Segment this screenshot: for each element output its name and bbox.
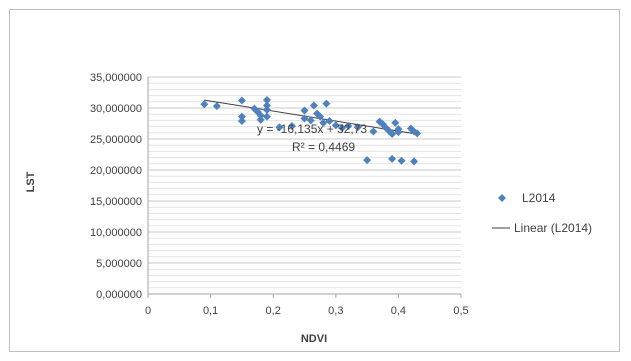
y-tick-label: 15,000000 <box>90 196 142 208</box>
data-point <box>353 123 362 132</box>
scatter-chart: 0,000000 5,000000 10,000000 15,000000 20,000… <box>25 72 592 345</box>
data-point <box>256 111 265 120</box>
legend-label-series: L2014 <box>522 191 556 205</box>
legend: L2014 Linear (L2014) <box>492 191 592 235</box>
x-tick-label: 0,2 <box>266 305 281 317</box>
y-tick-label: 10,000000 <box>90 227 142 239</box>
y-tick-label: 35,000000 <box>90 72 142 84</box>
data-point <box>397 156 406 165</box>
y-tick-label: 20,000000 <box>90 165 142 177</box>
data-point <box>237 117 246 126</box>
x-tick-label: 0,3 <box>328 305 343 317</box>
data-point <box>262 101 271 110</box>
data-point <box>410 157 419 166</box>
y-tick-label: 30,000000 <box>90 103 142 115</box>
x-tick-label: 0,1 <box>203 305 218 317</box>
chart-area: 0,000000 5,000000 10,000000 15,000000 20,000… <box>9 9 620 352</box>
data-point <box>363 156 372 165</box>
data-point <box>388 130 397 139</box>
data-point <box>331 121 340 130</box>
trendline-equation: y = -16,135x + 32,73 <box>257 122 367 136</box>
data-point <box>275 123 284 132</box>
data-point <box>319 118 328 127</box>
data-point <box>388 154 397 163</box>
data-point <box>262 95 271 104</box>
x-tick-label: 0 <box>145 305 151 317</box>
data-point <box>369 127 378 136</box>
data-points <box>200 95 422 166</box>
data-point <box>306 116 315 125</box>
legend-marker-diamond <box>498 194 506 202</box>
x-tick-label: 0,5 <box>453 305 468 317</box>
data-point <box>200 100 209 109</box>
gridlines <box>148 76 461 289</box>
data-point <box>338 123 347 132</box>
legend-label-trendline: Linear (L2014) <box>514 221 592 235</box>
data-point <box>287 121 296 130</box>
y-tick-label: 0,000000 <box>96 289 142 301</box>
data-point <box>344 121 353 130</box>
data-point <box>262 105 271 114</box>
y-axis-title: LST <box>25 171 37 192</box>
data-point <box>322 99 331 108</box>
data-point <box>394 128 403 137</box>
r-squared-label: R² = 0,4469 <box>292 140 355 154</box>
data-point <box>300 114 309 123</box>
x-axis-title: NDVI <box>301 333 327 345</box>
data-point <box>309 101 318 110</box>
y-tick-label: 5,000000 <box>96 258 142 270</box>
axes <box>147 77 462 298</box>
data-point <box>391 118 400 127</box>
data-point <box>237 112 246 121</box>
tick-labels: 0,000000 5,000000 10,000000 15,000000 20,000… <box>90 72 469 317</box>
data-point <box>316 112 325 121</box>
y-tick-label: 25,000000 <box>90 134 142 146</box>
data-point <box>237 96 246 105</box>
data-point <box>413 129 422 138</box>
data-point <box>325 117 334 126</box>
data-point <box>256 115 265 124</box>
x-tick-label: 0,4 <box>391 305 406 317</box>
data-point <box>300 106 309 115</box>
data-point <box>212 102 221 111</box>
data-point <box>262 112 271 121</box>
